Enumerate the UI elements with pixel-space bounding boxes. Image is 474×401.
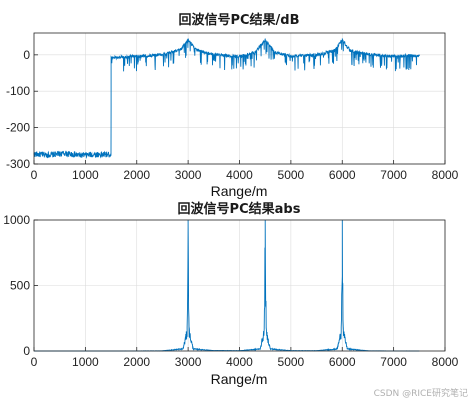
y-tick-label: -100 <box>6 84 30 98</box>
y-tick-label: 500 <box>10 279 30 293</box>
bottom-chart-xlabel: Range/m <box>211 371 268 387</box>
y-tick-label: -200 <box>6 121 30 135</box>
top-chart-frame <box>33 32 446 165</box>
y-tick-label: 0 <box>23 48 30 62</box>
x-tick-label: 7000 <box>380 168 407 182</box>
bottom-chart-frame <box>33 219 446 352</box>
x-tick-label: 3000 <box>175 355 202 369</box>
top-chart-ticks: 0 1000 2000 3000 4000 5000 6000 7000 8000 -300 -20… <box>6 48 459 182</box>
x-tick-label: 8000 <box>432 355 459 369</box>
y-tick-label: -300 <box>6 157 30 171</box>
x-tick-label: 4000 <box>226 355 253 369</box>
x-tick-label: 8000 <box>432 168 459 182</box>
x-tick-label: 1000 <box>72 168 99 182</box>
x-tick-label: 0 <box>31 355 38 369</box>
top-chart-grid <box>33 33 446 165</box>
top-chart: 回波信号PC结果/dB 0 1000 2000 3000 4000 5000 6000 700… <box>6 12 459 199</box>
x-tick-label: 7000 <box>380 355 407 369</box>
x-tick-label: 2000 <box>123 168 150 182</box>
x-tick-label: 6000 <box>329 168 356 182</box>
top-chart-title: 回波信号PC结果/dB <box>178 12 299 28</box>
watermark: CSDN @RICE研究笔记 <box>374 387 468 399</box>
y-tick-label: 0 <box>23 344 30 358</box>
top-chart-series-line <box>33 38 420 159</box>
bottom-chart-grid <box>33 219 446 352</box>
x-tick-label: 2000 <box>123 355 150 369</box>
bottom-chart-title: 回波信号PC结果abs <box>178 201 301 217</box>
top-chart-xlabel: Range/m <box>211 183 268 199</box>
x-tick-label: 5000 <box>278 168 305 182</box>
x-tick-label: 4000 <box>226 168 253 182</box>
x-tick-label: 5000 <box>278 355 305 369</box>
bottom-chart: 回波信号PC结果abs 0 1000 2000 3000 4000 5000 6000 700… <box>3 201 458 387</box>
y-tick-label: 1000 <box>3 213 30 227</box>
x-tick-label: 3000 <box>175 168 202 182</box>
x-tick-label: 1000 <box>72 355 99 369</box>
x-tick-label: 0 <box>31 168 38 182</box>
bottom-chart-ticks: 0 1000 2000 3000 4000 5000 6000 7000 8000 0 500 100… <box>3 213 458 369</box>
x-tick-label: 6000 <box>329 355 356 369</box>
